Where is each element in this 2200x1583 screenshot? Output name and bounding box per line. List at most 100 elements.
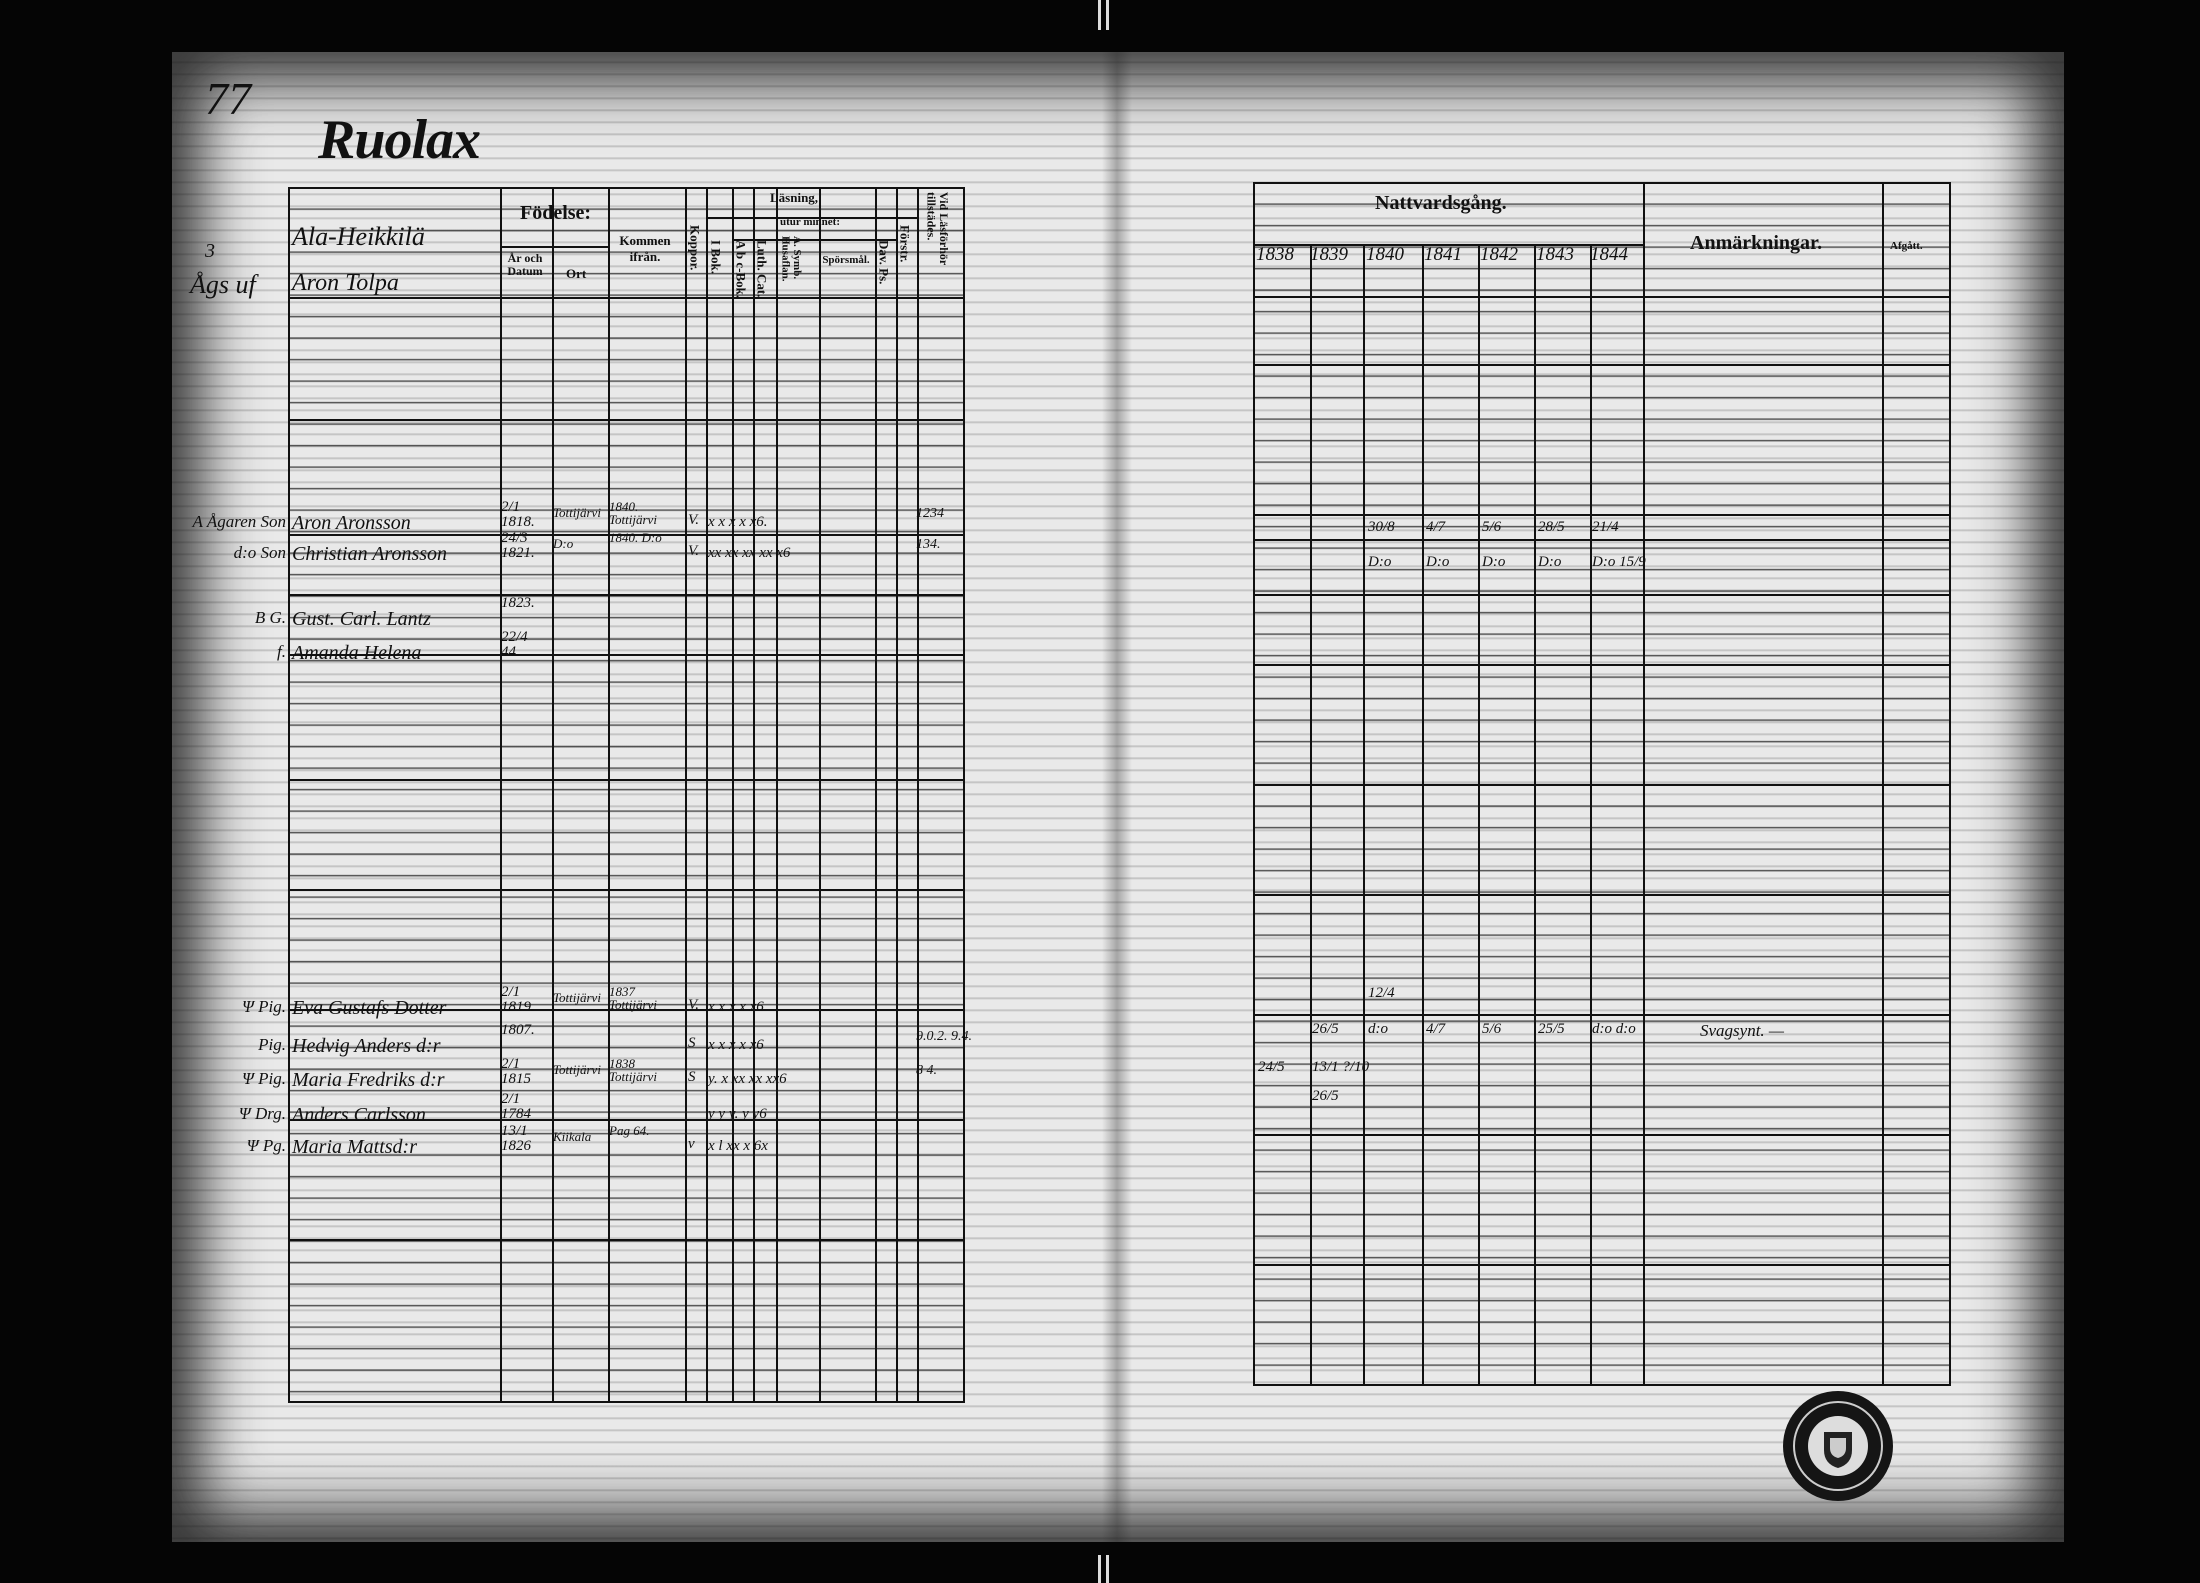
entry-birth-date: 2/1 1815: [501, 1056, 531, 1087]
row-rule: [290, 654, 963, 656]
column-rule: [608, 189, 610, 1401]
right-register-table: [1253, 182, 1951, 1386]
column-rule: [1422, 244, 1424, 1384]
row-rule: [1255, 1264, 1949, 1266]
binding-mark-top: [1106, 0, 1109, 30]
header-attended: Vid Läsförhör tillstädes.: [924, 192, 952, 266]
header-reading: Läsning,: [770, 190, 819, 205]
entry-birth-place: Tottijärvi: [553, 505, 601, 520]
communion-year-1844: 1844: [1590, 244, 1628, 265]
page-number: 77: [205, 73, 251, 124]
column-rule: [1534, 244, 1536, 1384]
header-in-book: I Bok.: [708, 240, 724, 274]
entry-communion-1843: 28/5: [1538, 519, 1565, 535]
entry-smallpox: V.: [688, 543, 699, 559]
row-rule: [290, 779, 963, 781]
row-rule: [290, 1119, 963, 1121]
entry-communion-1843: 25/5: [1538, 1021, 1565, 1037]
entry-communion-1841: 4/7: [1426, 519, 1446, 535]
column-rule: [732, 189, 734, 1401]
row-rule: [1255, 784, 1949, 786]
header-questions: Spörsmål.: [822, 254, 870, 266]
entry-attended: 9.0.2. 9.4.: [916, 1029, 972, 1044]
entry-smallpox: S: [688, 1069, 696, 1085]
row-rule: [1255, 244, 1643, 246]
entry-came-from: 1840. Tottijärvi: [609, 499, 657, 527]
header-luth-cat: Luth. Cat.: [754, 240, 770, 298]
entry-communion-1842: D:o: [1482, 554, 1506, 570]
entry-communion-1844: 21/4: [1592, 519, 1619, 535]
row-rule: [290, 594, 963, 596]
row-rule: [290, 889, 963, 891]
entry-birth-place: Tottijärvi: [553, 1062, 601, 1077]
entry-name: Maria Mattsd:r: [292, 1136, 417, 1158]
entry-reading-marks: xx xx xx xx x6: [708, 545, 791, 561]
owner-name: Aron Tolpa: [292, 270, 399, 296]
entry-birth-place: Tottijärvi: [553, 990, 601, 1005]
header-communion: Nattvardsgång.: [1375, 192, 1507, 214]
entry-reading-marks: x x x x x6: [708, 1037, 764, 1053]
entry-name: Christian Aronsson: [292, 543, 448, 565]
entry-birth-date: 2/1 1818.: [501, 499, 535, 530]
margin-note: 3: [205, 240, 215, 262]
column-rule: [552, 189, 554, 1401]
entry-communion-1844: D:o 15/9: [1592, 554, 1646, 570]
entry-came-from: Pag 64.: [609, 1123, 650, 1138]
column-rule: [875, 189, 877, 1401]
communion-year-1840: 1840: [1366, 244, 1404, 265]
archive-seal-stamp: [1783, 1391, 1893, 1501]
entry-name: Gust. Carl. Lantz: [292, 608, 431, 630]
entry-smallpox: V.: [688, 997, 699, 1013]
header-birth: Födelse:: [520, 202, 592, 224]
communion-year-1842: 1842: [1480, 244, 1518, 265]
row-rule: [1255, 539, 1949, 541]
entry-name: Eva Gustafs Dotter: [292, 997, 447, 1019]
entry-relation: A Ågaren Son: [192, 512, 287, 531]
column-rule: [776, 189, 778, 1401]
entry-communion-1840: d:o: [1368, 1021, 1388, 1037]
header-departed: Afgått.: [1890, 240, 1923, 252]
communion-year-1839: 1839: [1310, 244, 1348, 265]
entry-relation: f.: [277, 642, 286, 661]
entry-attended: 1234: [916, 506, 944, 521]
margin-label: Ågs uf: [190, 270, 256, 299]
entry-birth-date: 22/4 44.: [501, 629, 528, 660]
row-rule: [1255, 514, 1949, 516]
farm-name: Ala-Heikkilä: [292, 222, 425, 251]
entry-relation: Ψ Drg.: [238, 1104, 286, 1123]
entry-communion-1839: 26/5: [1312, 1088, 1339, 1104]
entry-communion-1843: D:o: [1538, 554, 1562, 570]
entry-relation: Ψ Pig.: [241, 1069, 286, 1088]
entry-communion-1839: 13/1 ?/10: [1312, 1059, 1370, 1075]
entry-name: Anders Carlsson: [292, 1104, 426, 1126]
row-rule: [1255, 364, 1949, 366]
row-rule: [290, 534, 963, 536]
entry-came-from: 1837 Tottijärvi: [609, 984, 657, 1012]
entry-birth-place: D:o: [553, 536, 574, 551]
column-rule: [1363, 244, 1365, 1384]
entry-name: Amanda Helena: [292, 642, 422, 664]
column-rule: [753, 189, 755, 1401]
column-rule: [1590, 244, 1592, 1384]
row-rule: [1255, 296, 1949, 298]
entry-relation: Pig.: [258, 1035, 286, 1054]
entry-reading-marks: x x x x x6.: [708, 999, 768, 1015]
entry-attended: 134.: [916, 537, 941, 552]
entry-birth-place: Kiikala: [553, 1129, 592, 1144]
entry-communion-1838: 24/5: [1258, 1059, 1285, 1075]
entry-communion-1841: 4/7: [1426, 1021, 1446, 1037]
entry-communion-1839: 26/5: [1312, 1021, 1339, 1037]
column-rule: [706, 189, 708, 1401]
entry-birth-date: 1823.: [501, 595, 535, 611]
header-place: Ort: [566, 266, 587, 281]
entry-relation: B G.: [254, 608, 286, 627]
column-rule: [500, 189, 502, 1401]
entry-birth-date: 24/3 1821.: [501, 530, 535, 561]
communion-year-1838: 1838: [1256, 244, 1294, 265]
entry-smallpox: V.: [688, 512, 699, 528]
entry-birth-date: 2/1 1784: [501, 1091, 531, 1122]
binding-mark-top: [1098, 0, 1101, 30]
column-rule: [1478, 244, 1480, 1384]
row-rule: [290, 1239, 963, 1241]
